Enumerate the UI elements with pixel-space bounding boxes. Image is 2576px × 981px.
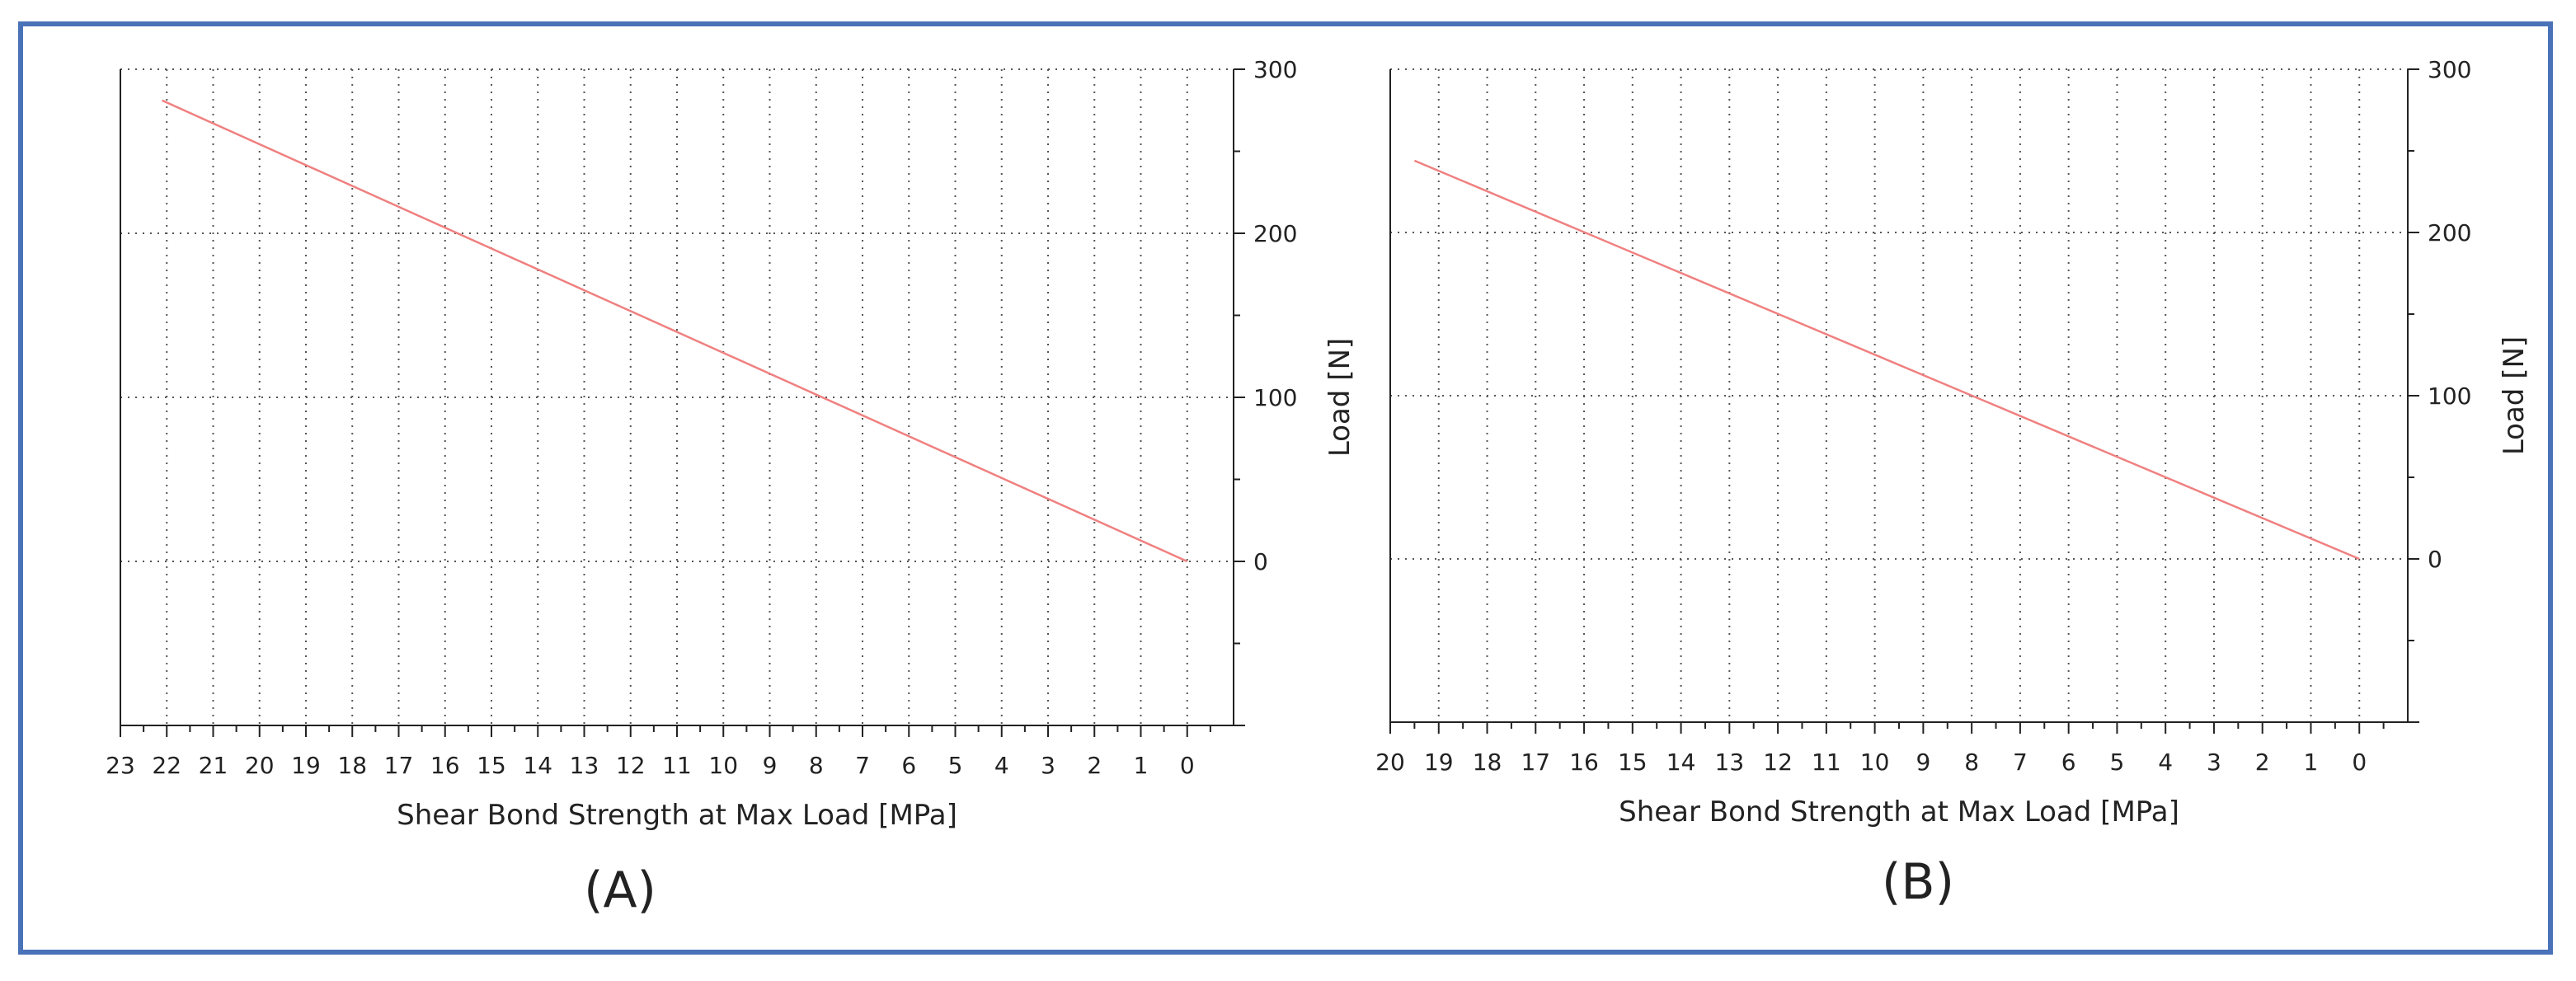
x-tick-label: 0	[2352, 749, 2367, 776]
x-tick-label: 18	[337, 752, 367, 779]
x-tick-label: 1	[2304, 749, 2319, 776]
series-line	[1413, 159, 2360, 561]
x-tick-label: 17	[384, 752, 414, 779]
x-tick-label: 6	[2061, 749, 2076, 776]
x-tick-label: 19	[291, 752, 321, 779]
x-axis-title: Shear Bond Strength at Max Load [MPa]	[397, 799, 957, 832]
y-axis-title: Load [N]	[1323, 338, 1356, 457]
x-tick-label: 8	[1964, 749, 1979, 776]
y-tick-label: 300	[1253, 56, 1297, 83]
x-tick-label: 12	[1763, 749, 1793, 776]
x-tick-label: 16	[430, 752, 460, 779]
x-tick-label: 7	[855, 752, 870, 779]
x-tick-label: 3	[1041, 752, 1055, 779]
x-tick-label: 14	[523, 752, 552, 779]
x-tick-label: 5	[948, 752, 963, 779]
x-tick-label: 11	[662, 752, 692, 779]
x-tick-label: 20	[245, 752, 275, 779]
x-tick-label: 3	[2207, 749, 2221, 776]
panel-label: (B)	[1882, 853, 1954, 911]
chart-panel-b: 20 19 18 17 16 15 14 13 12 11 10 9 8 7 6 5 4 3 2 1 001002003…	[1375, 56, 2531, 911]
y-tick-label: 200	[2428, 219, 2471, 246]
x-tick-label: 2	[1087, 752, 1102, 779]
x-tick-label: 17	[1521, 749, 1550, 776]
x-tick-label: 8	[809, 752, 824, 779]
x-tick-label: 19	[1424, 749, 1454, 776]
chart-panel-a: 23 22 21 20 19 18 17 16 15 14 13 12 11 10 9 8 7 6 5 4 3 2 1 001…	[106, 56, 1356, 919]
x-tick-label: 0	[1180, 752, 1195, 779]
x-tick-label: 22	[152, 752, 181, 779]
x-tick-label: 11	[1812, 749, 1841, 776]
y-axis-title: Load [N]	[2498, 336, 2531, 455]
x-tick-label: 23	[106, 752, 135, 779]
x-tick-label: 20	[1375, 749, 1405, 776]
x-tick-label: 15	[477, 752, 506, 779]
x-tick-label: 18	[1473, 749, 1502, 776]
x-tick-label: 13	[1715, 749, 1745, 776]
x-tick-label: 16	[1569, 749, 1599, 776]
panel-label: (A)	[584, 861, 656, 919]
y-tick-label: 100	[1253, 384, 1297, 411]
x-tick-label: 13	[570, 752, 599, 779]
figure-frame	[18, 21, 2553, 955]
x-tick-label: 9	[763, 752, 778, 779]
x-tick-label: 7	[2013, 749, 2028, 776]
x-tick-label: 10	[1860, 749, 1890, 776]
y-tick-label: 0	[1253, 548, 1268, 575]
y-tick-label: 200	[1253, 220, 1297, 247]
x-tick-label: 4	[994, 752, 1009, 779]
x-axis-title: Shear Bond Strength at Max Load [MPa]	[1619, 796, 2179, 828]
y-tick-label: 100	[2428, 383, 2471, 410]
y-tick-label: 300	[2428, 56, 2471, 83]
x-tick-label: 9	[1916, 749, 1930, 776]
x-tick-label: 10	[708, 752, 738, 779]
series-line	[162, 99, 1188, 563]
x-tick-label: 2	[2255, 749, 2270, 776]
x-tick-label: 12	[616, 752, 646, 779]
x-tick-label: 5	[2110, 749, 2125, 776]
y-tick-label: 0	[2428, 546, 2442, 573]
x-tick-label: 6	[901, 752, 916, 779]
x-tick-label: 1	[1134, 752, 1149, 779]
x-tick-label: 21	[199, 752, 228, 779]
x-tick-label: 14	[1666, 749, 1696, 776]
x-tick-label: 15	[1618, 749, 1648, 776]
x-tick-label: 4	[2158, 749, 2173, 776]
